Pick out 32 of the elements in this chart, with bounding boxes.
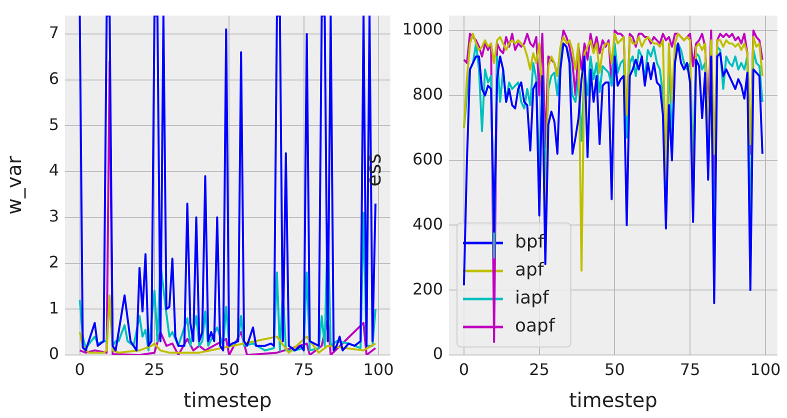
x-tick-label: 50 xyxy=(604,360,625,379)
y-tick-label: 800 xyxy=(412,84,443,104)
x-axis-title: timestep xyxy=(568,388,658,412)
y-tick-label: 5 xyxy=(48,114,59,134)
y-tick-label: 7 xyxy=(48,23,59,42)
x-tick-label: 100 xyxy=(750,360,781,379)
y-tick-label: 4 xyxy=(48,160,59,180)
x-axis-title: timestep xyxy=(183,388,272,412)
x-tick-label: 75 xyxy=(294,360,314,379)
y-tick-label: 1000 xyxy=(402,20,443,39)
legend-label: oapf xyxy=(515,316,556,337)
y-tick-label: 600 xyxy=(412,149,443,168)
y-tick-label: 2 xyxy=(48,252,59,272)
y-tick-label: 400 xyxy=(412,214,443,234)
x-tick-label: 25 xyxy=(529,360,550,379)
x-tick-label: 50 xyxy=(218,360,240,379)
y-tick-label: 0 xyxy=(48,344,59,364)
x-tick-label: 0 xyxy=(74,360,85,379)
y-tick-label: 200 xyxy=(412,279,443,298)
x-tick-label: 0 xyxy=(458,360,470,379)
y-tick-label: 0 xyxy=(432,344,443,364)
legend-label: iapf xyxy=(515,288,550,309)
x-tick-label: 25 xyxy=(144,360,165,379)
legend-label: apf xyxy=(515,260,544,281)
y-tick-label: 3 xyxy=(48,206,59,226)
y-tick-label: 6 xyxy=(48,68,59,88)
legend-label: bpf xyxy=(515,232,545,253)
y-axis-title: ess xyxy=(361,153,386,187)
x-tick-label: 75 xyxy=(680,360,700,379)
x-tick-label: 100 xyxy=(363,360,394,379)
y-tick-label: 1 xyxy=(48,298,59,318)
y-axis-title: w_var xyxy=(2,155,26,215)
